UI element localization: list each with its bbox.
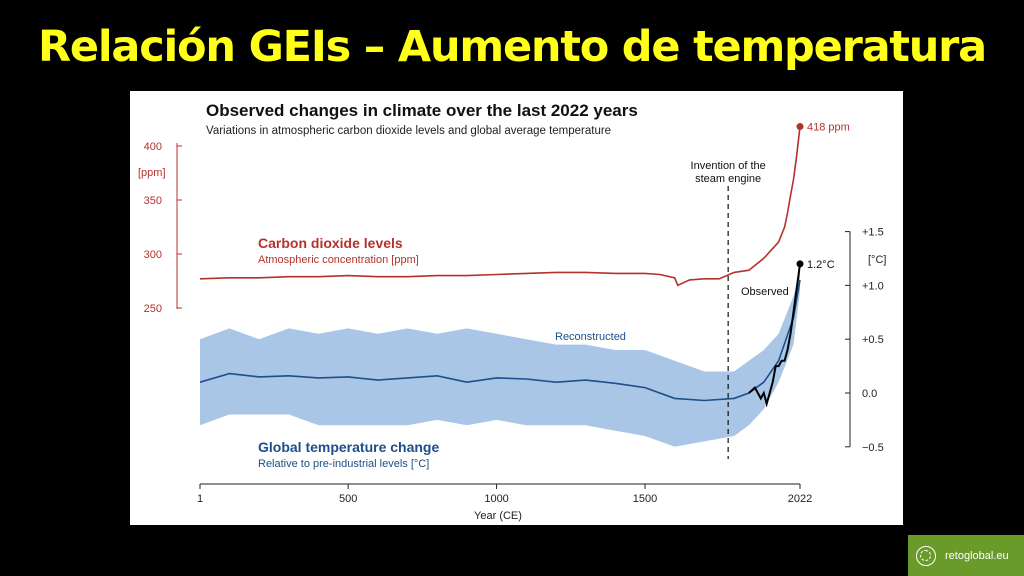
temp-axis-unit: [°C] [868,254,886,266]
co2-axis-unit: [ppm] [138,167,166,179]
observed-label: Observed [741,286,789,298]
temp-axis-tick-label: +1.0 [862,280,884,292]
x-axis-tick-label: 1500 [633,493,657,505]
temp-axis-tick-label: 0.0 [862,388,877,400]
steam-engine-label: steam engine [695,173,761,185]
band-label: Reconstructed [555,331,626,343]
co2-axis-tick-label: 400 [144,141,162,153]
slide-title: Relación GEIs – Aumento de temperatura [37,22,987,72]
co2-axis-tick-label: 300 [144,249,162,261]
x-axis-label: Year (CE) [474,510,522,522]
co2-end-label: 418 ppm [807,122,850,134]
co2-line [199,126,801,287]
temp-observed-line [748,263,801,408]
globe-icon [916,545,936,566]
chart-title: Observed changes in climate over the las… [206,101,638,120]
x-axis-tick-label: 1000 [484,493,508,505]
co2-axis-tick-label: 250 [144,303,162,315]
chart-panel: Observed changes in climate over the las… [130,91,903,525]
co2-axis-tick-label: 350 [144,195,162,207]
site-badge-text: retoglobal.eu [945,549,1009,562]
temp-end-label: 1.2°C [807,259,835,271]
x-axis-tick-label: 2022 [788,493,812,505]
co2-series-name: Carbon dioxide levels [258,235,403,251]
temp-uncertainty-band [200,269,800,447]
temp-observed-endpoint [796,260,804,268]
co2-series-sublabel: Atmospheric concentration [ppm] [258,254,419,266]
temp-axis-tick-label: +0.5 [862,334,884,346]
site-badge[interactable]: retoglobal.eu [908,535,1024,576]
x-axis-tick-label: 1 [197,493,203,505]
temp-axis-tick-label: −0.5 [862,442,884,454]
chart-subtitle: Variations in atmospheric carbon dioxide… [206,125,611,137]
temp-series-sublabel: Relative to pre-industrial levels [°C] [258,458,429,470]
co2-endpoint [796,123,804,131]
temp-axis-tick-label: +1.5 [862,227,884,239]
x-axis-tick-label: 500 [339,493,357,505]
climate-chart: Observed changes in climate over the las… [138,101,886,522]
steam-engine-label: Invention of the [691,160,766,172]
temp-series-name: Global temperature change [258,439,439,455]
